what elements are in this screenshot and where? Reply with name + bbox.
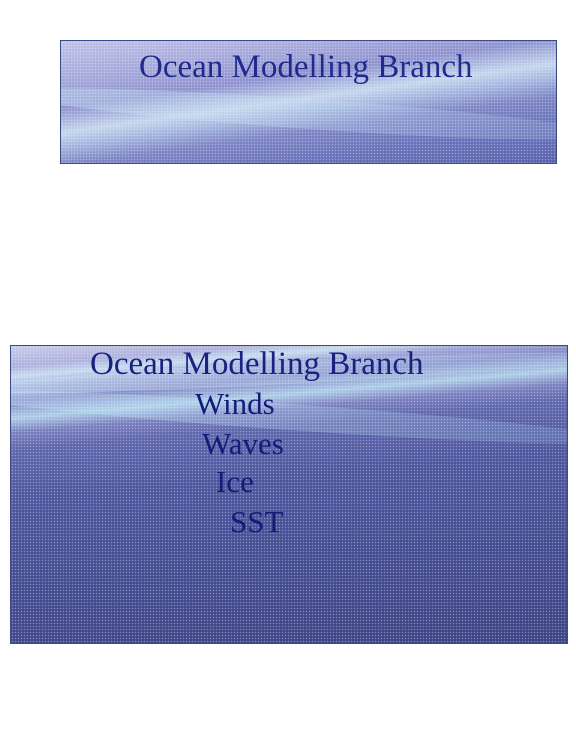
top-banner-title: Ocean Modelling Branch (139, 49, 473, 85)
list-item-sst: SST (230, 504, 284, 539)
wave-decoration (61, 78, 556, 150)
list-item-winds: Winds (195, 386, 275, 421)
top-title-banner: Ocean Modelling Branch (60, 40, 557, 164)
bottom-content-banner: Ocean Modelling Branch Winds Waves Ice S… (10, 345, 568, 644)
bottom-banner-title: Ocean Modelling Branch (90, 346, 424, 382)
list-item-ice: Ice (216, 464, 254, 499)
list-item-waves: Waves (202, 426, 284, 461)
